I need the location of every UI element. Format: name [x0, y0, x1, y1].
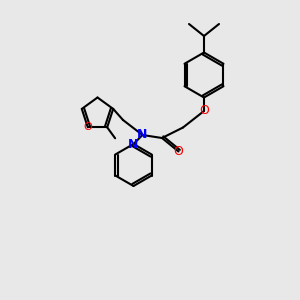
Text: N: N	[128, 137, 139, 151]
Text: O: O	[174, 145, 183, 158]
Text: N: N	[137, 128, 148, 142]
Text: O: O	[83, 122, 92, 132]
Text: O: O	[199, 104, 209, 118]
